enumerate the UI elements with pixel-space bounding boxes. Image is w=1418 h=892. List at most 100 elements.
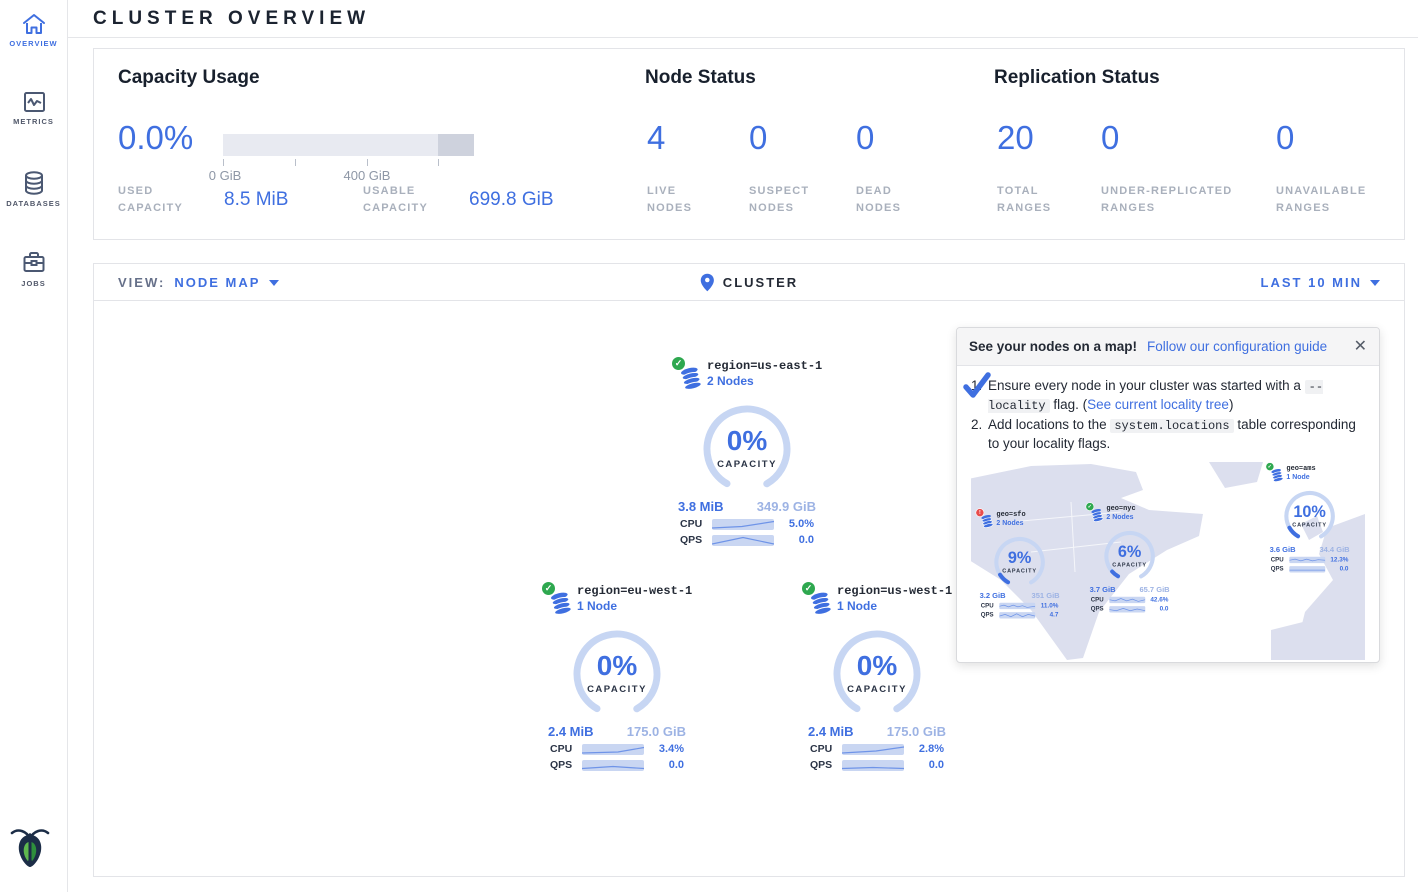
view-selector[interactable]: VIEW: NODE MAP — [118, 264, 280, 300]
region-label: geo=ams — [1286, 463, 1316, 472]
close-icon[interactable]: ✕ — [1353, 337, 1367, 355]
gauge-capacity-label: CAPACITY — [1292, 521, 1327, 528]
cpu-label: CPU — [980, 601, 994, 609]
sidebar-item-databases[interactable]: DATABASES — [0, 170, 67, 208]
gauge-capacity-label: CAPACITY — [1112, 561, 1147, 568]
capacity-gauge: 0% CAPACITY — [569, 626, 665, 722]
unavailable-value: 0 — [1276, 119, 1295, 156]
capacity-tick — [223, 159, 224, 166]
qps-value: 0.0 — [1159, 605, 1169, 612]
warning-icon: ! — [975, 507, 985, 517]
tooltip-body: 1. Ensure every node in your cluster was… — [957, 366, 1379, 660]
qps-value: 4.7 — [1049, 611, 1059, 618]
sidebar-item-jobs[interactable]: JOBS — [0, 250, 67, 288]
node-group-icon — [681, 367, 702, 390]
qps-sparkline — [842, 759, 904, 771]
cpu-label: CPU — [810, 743, 833, 755]
view-label: VIEW: — [118, 274, 166, 290]
capacity-gauge: 0% CAPACITY — [829, 626, 925, 722]
qps-label: QPS — [550, 759, 573, 771]
gauge-percent: 0% — [726, 425, 768, 456]
sidebar-item-metrics[interactable]: METRICS — [0, 90, 67, 126]
usable-value: 34.4 GiB — [1319, 544, 1350, 554]
sidebar-item-overview[interactable]: OVERVIEW — [0, 12, 67, 48]
cpu-value: 5.0% — [788, 518, 814, 530]
capacity-gauge: 9% CAPACITY — [992, 534, 1048, 590]
nodes-count: 1 Node — [1286, 472, 1310, 481]
breadcrumb-cluster[interactable]: CLUSTER — [722, 274, 799, 290]
healthy-check-icon: ✓ — [671, 356, 686, 371]
capacity-values: 2.4 MiB 175.0 GiB — [808, 724, 946, 739]
step-text-part: ) — [1228, 396, 1234, 412]
cpu-value: 12.3% — [1330, 555, 1349, 563]
sidebar-item-label: OVERVIEW — [9, 39, 58, 48]
tooltip-title: See your nodes on a map! — [969, 339, 1138, 354]
node-card-header: ✓ region=us-east-1 2 Nodes — [671, 356, 823, 393]
cpu-value: 11.0% — [1040, 601, 1059, 609]
node-group-icon — [1091, 508, 1104, 522]
gauge-arc — [703, 405, 791, 493]
gauge-capacity-label: CAPACITY — [587, 684, 647, 695]
capacity-tick — [367, 159, 368, 166]
usable-value: 175.0 GiB — [886, 724, 946, 739]
world-map-graphic — [971, 461, 1365, 660]
step-number: 2. — [971, 417, 983, 433]
sidebar-item-label: METRICS — [13, 117, 54, 126]
step-text: Add locations to the system.locations ta… — [988, 416, 1360, 453]
gauge-percent: 6% — [1117, 541, 1142, 560]
done-check-icon — [963, 372, 991, 398]
system-locations-code: system.locations — [1110, 419, 1234, 434]
time-range-selector[interactable]: LAST 10 MIN — [1261, 264, 1380, 300]
capacity-bar — [223, 134, 474, 156]
used-value: 3.7 GiB — [1089, 584, 1116, 594]
sidebar-item-label: DATABASES — [6, 199, 61, 208]
gauge-arc — [573, 630, 661, 718]
nodes-count-link[interactable]: 1 Node — [837, 599, 878, 613]
view-dropdown-value[interactable]: NODE MAP — [174, 274, 261, 290]
node-group-icon — [551, 592, 572, 615]
total-ranges-value: 20 — [997, 119, 1034, 156]
chevron-down-icon[interactable] — [1370, 280, 1380, 286]
step-text-part: Add locations to the — [988, 417, 1111, 433]
cpu-row: CPU 3.4% — [550, 743, 684, 755]
node-card-header: ! geo=sfo 2 Nodes — [975, 507, 1060, 530]
cpu-sparkline — [712, 518, 774, 530]
node-card-us-east-1[interactable]: ✓ region=us-east-1 2 Nodes 0% CAP — [671, 356, 823, 546]
step-text-part: flag. ( — [1049, 396, 1088, 412]
mini-node-card-sfo: ! geo=sfo 2 Nodes — [975, 507, 1060, 618]
node-card-eu-west-1[interactable]: ✓ region=eu-west-1 1 Node 0% CAPA — [541, 581, 693, 771]
nodes-count-link[interactable]: 1 Node — [577, 599, 618, 613]
gauge-percent: 0% — [856, 650, 898, 681]
region-label: region=eu-west-1 — [577, 584, 693, 598]
suspect-nodes-value: 0 — [749, 119, 768, 156]
capacity-gauge: 0% CAPACITY — [699, 401, 795, 497]
dead-nodes-label: DEAD NODES — [856, 185, 902, 215]
used-value: 3.8 MiB — [678, 499, 724, 514]
cpu-label: CPU — [1270, 555, 1284, 563]
gauge-percent: 0% — [596, 650, 638, 681]
usable-capacity-value: 699.8 GiB — [469, 189, 554, 210]
nodes-count-link[interactable]: 2 Nodes — [707, 374, 754, 388]
dead-nodes-value: 0 — [856, 119, 875, 156]
capacity-tick — [438, 159, 439, 166]
qps-label: QPS — [1090, 605, 1104, 612]
time-range-value[interactable]: LAST 10 MIN — [1260, 274, 1362, 290]
sidebar-item-label: JOBS — [21, 279, 46, 288]
map-setup-tooltip: See your nodes on a map! Follow our conf… — [956, 327, 1380, 663]
cpu-label: CPU — [1090, 595, 1104, 603]
cpu-sparkline — [582, 743, 644, 755]
locality-tree-link[interactable]: See current locality tree — [1087, 396, 1229, 412]
sidebar: OVERVIEW METRICS DATABASES — [0, 0, 68, 892]
node-card-us-west-1[interactable]: ✓ region=us-west-1 1 Node 0% CAPA — [801, 581, 952, 771]
healthy-check-icon: ✓ — [1085, 501, 1095, 511]
node-status-title: Node Status — [645, 67, 756, 88]
region-label: region=us-east-1 — [707, 359, 823, 373]
configuration-guide-link[interactable]: Follow our configuration guide — [1147, 339, 1328, 354]
step-number: 1. — [971, 378, 983, 393]
under-replicated-label: UNDER-REPLICATED RANGES — [1101, 185, 1233, 215]
node-card: ✓ geo=nyc 2 Nodes — [1085, 501, 1170, 612]
qps-sparkline — [712, 534, 774, 546]
qps-value: 0.0 — [928, 759, 944, 771]
chevron-down-icon[interactable] — [269, 280, 280, 286]
page-header: CLUSTER OVERVIEW — [68, 0, 1418, 38]
